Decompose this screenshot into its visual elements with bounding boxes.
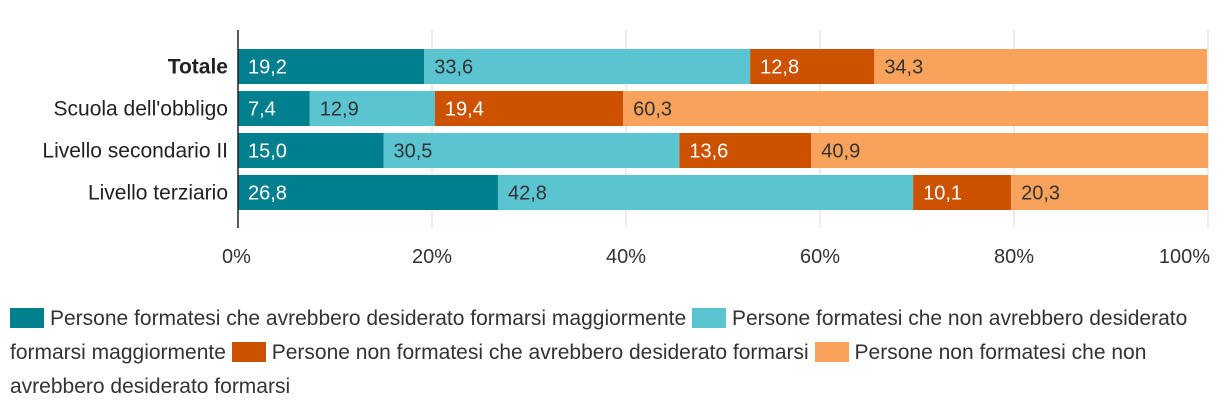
- legend-label: Persone formatesi che avrebbero desidera…: [50, 307, 687, 330]
- data-label: 7,4: [248, 99, 276, 121]
- legend-item: Persone formatesi che non avrebbero desi…: [10, 307, 1187, 364]
- bar-segment: [424, 49, 751, 84]
- category-label: Scuola dell'obbligo: [54, 98, 228, 121]
- legend-swatch: [231, 342, 266, 362]
- bar-segment: [238, 91, 310, 126]
- legend-label: Persone formatesi che non avrebbero desi…: [10, 307, 1188, 364]
- legend-label: Persone non formatesi che avrebbero desi…: [271, 341, 809, 364]
- data-label: 26,8: [248, 183, 287, 205]
- legend: Persone formatesi che avrebbero desidera…: [10, 302, 1190, 404]
- legend-swatch: [692, 308, 726, 328]
- data-label: 42,8: [508, 183, 547, 205]
- legend-swatch: [10, 308, 44, 328]
- legend-label: Persone non formatesi che non avrebbero …: [10, 341, 1147, 398]
- data-label: 19,4: [445, 99, 484, 121]
- x-tick-label: 40%: [606, 246, 646, 268]
- data-label: 12,8: [760, 57, 799, 79]
- data-label: 34,3: [884, 57, 923, 79]
- category-label: Livello secondario II: [42, 140, 228, 163]
- bar-segment: [238, 175, 498, 210]
- bar-segment: [238, 49, 425, 84]
- bar-segment: [434, 91, 624, 126]
- data-label: 33,6: [434, 57, 473, 79]
- data-label: 10,1: [923, 183, 962, 205]
- x-tick-label: 20%: [412, 246, 452, 268]
- bar-segment: [309, 91, 435, 126]
- data-label: 40,9: [821, 141, 860, 163]
- legend-item: Persone non formatesi che non avrebbero …: [10, 341, 1146, 398]
- data-label: 19,2: [248, 57, 287, 79]
- x-tick-label: 100%: [1159, 246, 1210, 268]
- data-label: 60,3: [633, 99, 672, 121]
- data-label: 30,5: [394, 141, 433, 163]
- bar-segment: [811, 133, 1208, 168]
- data-label: 15,0: [248, 141, 287, 163]
- bar-segment: [679, 133, 812, 168]
- bar-segment: [874, 49, 1208, 84]
- bar-segment: [238, 133, 384, 168]
- legend-item: Persone non formatesi che avrebbero desi…: [231, 341, 809, 364]
- bar-segment: [383, 133, 680, 168]
- stacked-bar-chart: 0% 20% 40% 60% 80% 100% Totale 19,2 33,6 12,8 34,3…: [42, 30, 1210, 268]
- category-label: Totale: [168, 56, 228, 79]
- bar-segment: [913, 175, 1012, 210]
- data-label: 20,3: [1021, 183, 1060, 205]
- x-tick-label: 0%: [222, 246, 251, 268]
- category-label: Livello terziario: [88, 182, 228, 205]
- data-label: 13,6: [689, 141, 728, 163]
- bar-segment: [1011, 175, 1208, 210]
- bar-segment: [750, 49, 875, 84]
- bar-segment: [623, 91, 1208, 126]
- legend-swatch: [814, 342, 849, 362]
- x-tick-label: 80%: [994, 246, 1034, 268]
- legend-item: Persone formatesi che avrebbero desidera…: [10, 307, 686, 330]
- bar-segment: [497, 175, 914, 210]
- x-tick-label: 60%: [800, 246, 840, 268]
- data-label: 12,9: [320, 99, 359, 121]
